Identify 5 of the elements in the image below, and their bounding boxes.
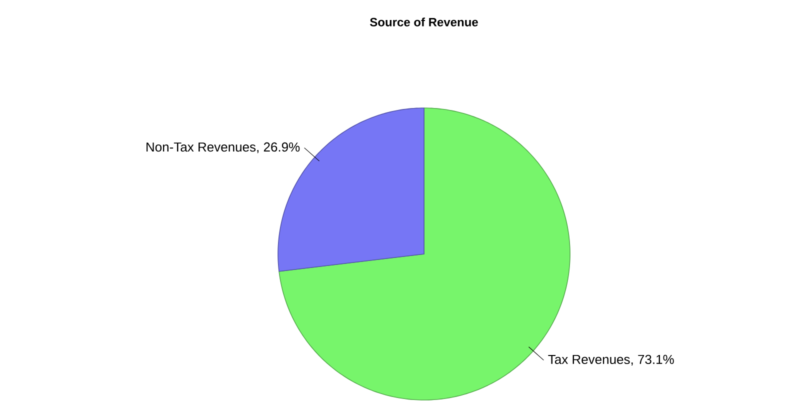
slice-label: Non-Tax Revenues [146,142,256,152]
data-label: , 26.9% [257,142,300,154]
slice-label: Tax Revenues [548,354,630,364]
chart-title: Source of Revenue [370,18,478,26]
data-label: , 73.1% [631,354,674,366]
